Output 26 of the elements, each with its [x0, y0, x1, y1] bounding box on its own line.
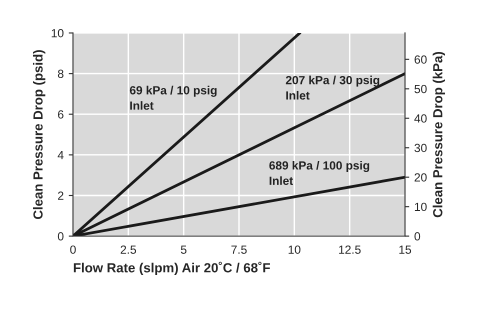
y2-tick-label: 40	[414, 114, 427, 123]
x-tick-label: 15	[399, 246, 412, 254]
x-tick-label: 7.5	[231, 246, 247, 254]
y2-tick-label: 10	[414, 202, 427, 212]
y2-tick-label: 30	[414, 144, 427, 152]
y2-axis-title: Clean Pressure Drop (kPa)	[432, 52, 446, 218]
y-tick-label: 0	[58, 232, 64, 241]
y-tick-label: 10	[52, 29, 64, 38]
y-tick-label: 8	[58, 70, 64, 78]
x-tick-label: 0	[70, 245, 76, 254]
x-tick-label: 10	[288, 245, 300, 254]
y2-tick-label: 20	[414, 173, 427, 182]
x-tick-label: 2.5	[120, 245, 136, 254]
series-label: 207 kPa / 30 psig Inlet	[286, 76, 380, 100]
y2-tick-label: 60	[414, 55, 427, 64]
series-label: 689 kPa / 100 psig Inlet	[269, 160, 370, 185]
y-tick-label: 2	[58, 192, 64, 200]
y-tick-label: 6	[58, 110, 64, 119]
y-tick-label: 4	[58, 151, 64, 160]
x-axis-title: Flow Rate (slpm) Air 20˚C / 68˚F	[74, 262, 270, 276]
x-tick-label: 5	[180, 246, 186, 254]
series-label: 69 kPa / 10 psig Inlet	[130, 86, 217, 110]
y2-tick-label: 50	[414, 84, 427, 94]
y-axis-title: Clean Pressure Drop (psid)	[32, 50, 46, 220]
y2-tick-label: 0	[414, 232, 420, 241]
x-tick-label: 12.5	[339, 245, 361, 254]
